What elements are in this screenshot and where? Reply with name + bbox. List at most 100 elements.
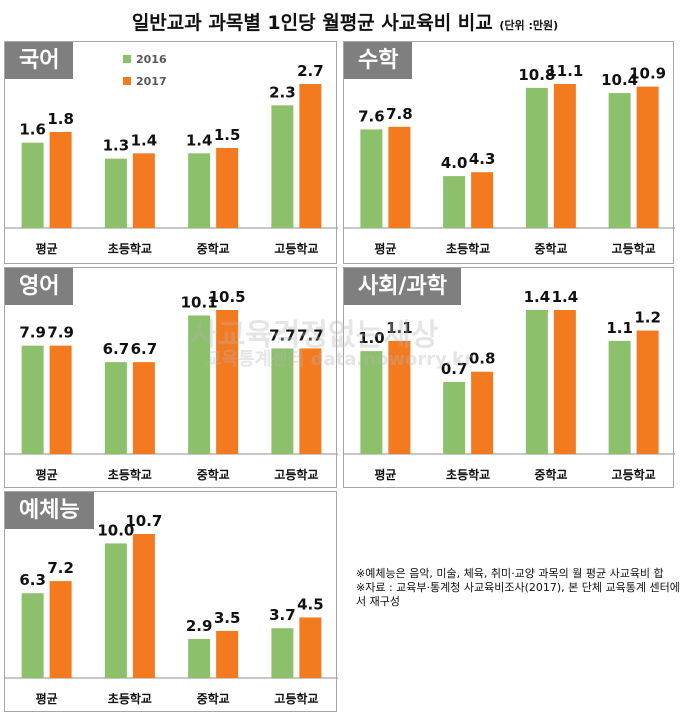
category-label: 초등학교 bbox=[446, 241, 490, 256]
bar-2016 bbox=[608, 340, 631, 454]
legend-swatch bbox=[123, 77, 131, 85]
data-label: 10.0 bbox=[97, 521, 134, 539]
category-label: 초등학교 bbox=[108, 691, 152, 706]
bar-2016 bbox=[188, 315, 211, 454]
data-label: 10.4 bbox=[601, 71, 638, 89]
legend: 2016 2017 bbox=[123, 48, 167, 92]
bar-2017 bbox=[49, 345, 72, 454]
category-label: 고등학교 bbox=[274, 241, 318, 256]
data-label: 0.8 bbox=[469, 350, 496, 368]
data-label: 4.3 bbox=[469, 150, 496, 168]
bar-2017 bbox=[388, 340, 411, 454]
bar-2016 bbox=[608, 93, 631, 228]
category-label: 고등학교 bbox=[612, 467, 656, 482]
bar-2017 bbox=[471, 172, 494, 228]
footnotes: ※예체능은 음악, 미술, 체육, 취미·교양 과목의 월 평균 사교육비 합 … bbox=[356, 567, 686, 609]
data-label: 6.3 bbox=[19, 571, 46, 589]
category-label: 초등학교 bbox=[108, 467, 152, 482]
bar-2016 bbox=[21, 593, 44, 678]
data-label: 2.7 bbox=[297, 62, 324, 80]
bar-2016 bbox=[104, 543, 127, 678]
data-label: 3.5 bbox=[214, 609, 241, 627]
data-label: 7.9 bbox=[19, 324, 46, 342]
data-label: 1.0 bbox=[358, 329, 385, 347]
category-label: 평균 bbox=[36, 692, 58, 706]
data-label: 3.7 bbox=[269, 606, 296, 624]
legend-swatch bbox=[123, 55, 131, 63]
legend-label: 2016 bbox=[136, 52, 167, 66]
data-label: 2.3 bbox=[269, 83, 296, 101]
bar-2016 bbox=[104, 158, 127, 228]
data-label: 6.7 bbox=[103, 340, 130, 358]
legend-item-2016: 2016 bbox=[123, 48, 167, 70]
data-label: 1.1 bbox=[386, 319, 413, 337]
bar-2016 bbox=[525, 87, 548, 228]
bar-2016 bbox=[443, 176, 466, 228]
data-label: 7.6 bbox=[358, 107, 385, 125]
data-label: 1.6 bbox=[19, 121, 46, 139]
bar-2017 bbox=[299, 617, 322, 678]
data-label: 11.1 bbox=[546, 62, 583, 80]
legend-item-2017: 2017 bbox=[123, 70, 167, 92]
bar-2017 bbox=[216, 630, 239, 678]
bar-2016 bbox=[21, 142, 44, 228]
data-label: 4.5 bbox=[297, 595, 324, 613]
data-label: 1.1 bbox=[606, 319, 633, 337]
bar-2016 bbox=[360, 351, 383, 454]
category-label: 고등학교 bbox=[612, 241, 656, 256]
bar-2016 bbox=[271, 105, 294, 228]
data-label: 1.5 bbox=[214, 126, 241, 144]
bar-2016 bbox=[271, 348, 294, 454]
data-label: 1.3 bbox=[103, 137, 130, 155]
title-text: 일반교과 과목별 1인당 월평균 사교육비 비교 bbox=[131, 12, 493, 34]
panel-arts-sports: 예체능 6.3 7.2 평균 10.0 10.7 초등학교 2.9 3.5 중학교 3.7 4.5 고… bbox=[4, 491, 338, 712]
bar-2017 bbox=[49, 581, 72, 678]
data-label: 1.8 bbox=[47, 110, 74, 128]
data-label: 10.1 bbox=[181, 293, 218, 311]
bar-2017 bbox=[553, 84, 576, 228]
note: ※자료 : 교육부·통계청 사교육비조사(2017), 본 단체 교육통계 센터… bbox=[356, 581, 680, 608]
data-label: 10.7 bbox=[125, 512, 162, 530]
legend-label: 2017 bbox=[136, 74, 167, 88]
bar-2017 bbox=[132, 153, 155, 228]
category-label: 평균 bbox=[374, 242, 396, 256]
panel-title: 예체능 bbox=[5, 492, 94, 529]
data-label: 7.7 bbox=[297, 326, 324, 344]
data-label: 0.7 bbox=[441, 360, 468, 378]
bar-2016 bbox=[271, 628, 294, 678]
bar-2017 bbox=[216, 148, 239, 228]
chart-math: 7.6 7.8 평균 4.0 4.3 초등학교 10.811.1 중학교 10.410.9 고등학… bbox=[344, 62, 675, 256]
bar-2017 bbox=[471, 371, 494, 454]
bar-2017 bbox=[216, 310, 239, 454]
panel-social-science: 사회/과학 1.0 1.1 평균 0.7 0.8 초등학교 1.4 1.4 중학교 1.1 1.2 고… bbox=[343, 267, 675, 488]
data-label: 1.4 bbox=[552, 288, 579, 306]
category-label: 고등학교 bbox=[274, 691, 318, 706]
bar-2017 bbox=[636, 86, 659, 228]
data-label: 1.4 bbox=[186, 131, 213, 149]
category-label: 평균 bbox=[36, 242, 58, 256]
category-label: 중학교 bbox=[197, 241, 230, 256]
category-label: 평균 bbox=[36, 468, 58, 482]
bar-2017 bbox=[132, 534, 155, 678]
data-label: 6.7 bbox=[131, 340, 158, 358]
bar-2017 bbox=[553, 310, 576, 454]
category-label: 중학교 bbox=[197, 467, 230, 482]
data-label: 7.9 bbox=[47, 324, 74, 342]
note: ※예체능은 음악, 미술, 체육, 취미·교양 과목의 월 평균 사교육비 합 bbox=[356, 567, 664, 580]
data-label: 1.2 bbox=[634, 309, 661, 327]
category-label: 고등학교 bbox=[274, 467, 318, 482]
data-label: 4.0 bbox=[441, 154, 468, 172]
panel-math: 수학 7.6 7.8 평균 4.0 4.3 초등학교 10.8 11.1 중학교 10.4 10.9… bbox=[343, 41, 675, 264]
chart-english: 7.9 7.9 평균 6.7 6.7 초등학교 10.110.5 중학교 7.7 7.7 고등학교 bbox=[5, 288, 338, 482]
bar-2017 bbox=[132, 362, 155, 454]
data-label: 10.8 bbox=[518, 66, 555, 84]
bar-2016 bbox=[21, 345, 44, 454]
category-label: 초등학교 bbox=[108, 241, 152, 256]
bar-2017 bbox=[299, 84, 322, 228]
bar-2016 bbox=[525, 310, 548, 454]
bar-2016 bbox=[360, 129, 383, 228]
category-label: 중학교 bbox=[534, 241, 567, 256]
category-label: 중학교 bbox=[197, 691, 230, 706]
